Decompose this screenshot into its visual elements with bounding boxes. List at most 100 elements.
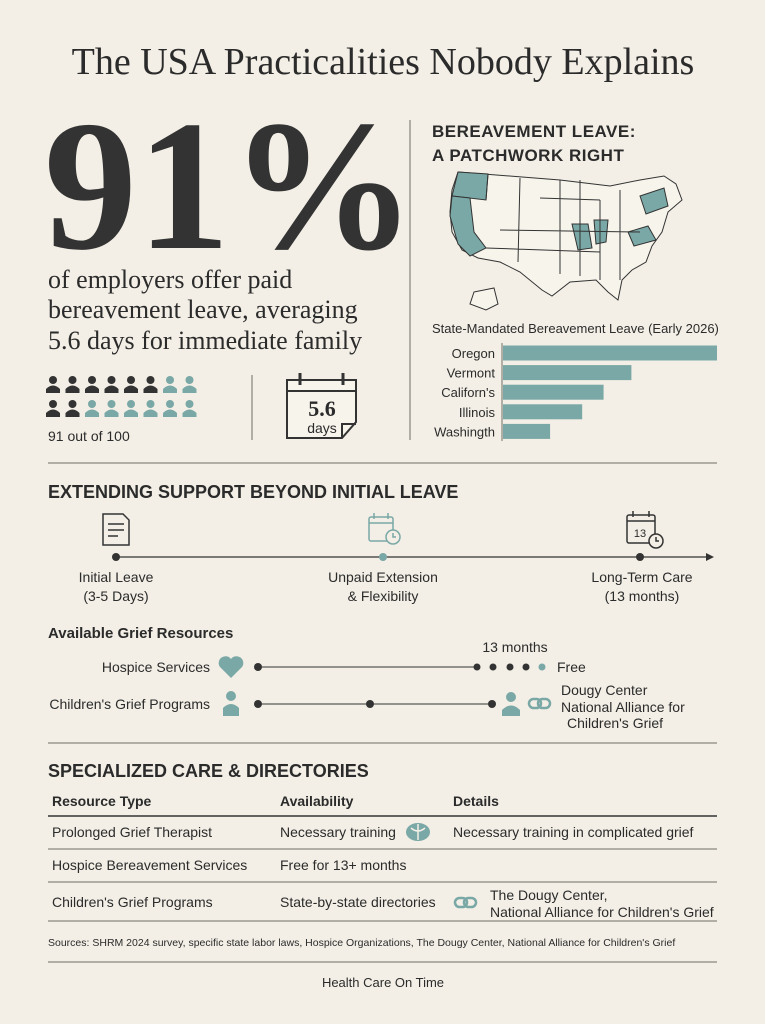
resource-dots bbox=[254, 663, 546, 671]
person-icon bbox=[163, 376, 177, 393]
person-head bbox=[88, 376, 96, 384]
section-title: SPECIALIZED CARE & DIRECTORIES bbox=[48, 761, 369, 781]
timeline-dot bbox=[636, 553, 644, 561]
stage-label: (3-5 Days) bbox=[83, 588, 148, 604]
timeline-dot bbox=[379, 553, 387, 561]
person-head bbox=[68, 400, 77, 408]
bar bbox=[503, 404, 583, 420]
person-body bbox=[182, 385, 197, 393]
bar-label: Illinois bbox=[459, 405, 496, 420]
stat-line: bereavement leave, averaging bbox=[48, 295, 358, 324]
table-cell: The Dougy Center, bbox=[490, 887, 608, 903]
chart-title: State-Mandated Bereavement Leave (Early … bbox=[432, 321, 719, 336]
person-icon bbox=[182, 400, 197, 417]
person-icon bbox=[163, 400, 177, 417]
resource-dots bbox=[254, 700, 496, 708]
section-title: EXTENDING SUPPORT BEYOND INITIAL LEAVE bbox=[48, 482, 458, 502]
person-head bbox=[88, 400, 96, 408]
bar bbox=[503, 365, 632, 381]
stage-label: Long-Term Care bbox=[591, 569, 692, 585]
document-icon bbox=[102, 513, 130, 546]
headline-stat: 91% bbox=[44, 83, 416, 289]
us-map bbox=[449, 171, 683, 311]
note-line: Dougy Center bbox=[561, 682, 648, 698]
stage-label: & Flexibility bbox=[348, 588, 419, 604]
timeline-arrow bbox=[706, 553, 714, 561]
stat-line: 5.6 days for immediate family bbox=[48, 326, 362, 355]
column-header: Availability bbox=[280, 793, 354, 809]
map-title: BEREAVEMENT LEAVE: bbox=[432, 122, 636, 141]
person-head bbox=[127, 400, 135, 408]
column-header: Resource Type bbox=[52, 793, 152, 809]
bar bbox=[503, 423, 551, 439]
resource-label: Children's Grief Programs bbox=[49, 696, 210, 712]
person-icon bbox=[124, 400, 138, 417]
timeline-dot bbox=[112, 553, 120, 561]
calendar-icon bbox=[286, 373, 357, 439]
table-body: Prolonged Grief Therapist Necessary trai… bbox=[52, 824, 714, 920]
person-head bbox=[185, 376, 194, 384]
person-head bbox=[146, 376, 155, 384]
note-line: Children's Grief bbox=[567, 715, 663, 731]
person-icon bbox=[65, 400, 80, 417]
table-cell: Necessary training in complicated grief bbox=[453, 824, 694, 840]
link-icon bbox=[453, 896, 478, 909]
stage-label: (13 months) bbox=[605, 588, 680, 604]
person-icon bbox=[124, 376, 138, 393]
heart-icon bbox=[218, 656, 244, 678]
link-icon bbox=[527, 697, 552, 710]
bar-label: Vermont bbox=[447, 366, 496, 381]
icon-caption: 91 out of 100 bbox=[48, 428, 130, 444]
person-body bbox=[143, 385, 158, 393]
person-head bbox=[49, 400, 57, 408]
table-cell: Free for 13+ months bbox=[280, 857, 406, 873]
calendar-day: 13 bbox=[634, 528, 646, 540]
person-body bbox=[182, 409, 197, 417]
person-head bbox=[49, 376, 57, 384]
resources-title: Available Grief Resources bbox=[48, 625, 233, 642]
person-body bbox=[143, 409, 158, 417]
person-head bbox=[107, 400, 116, 408]
person-body bbox=[104, 385, 119, 393]
person-head bbox=[107, 376, 116, 384]
column-header: Details bbox=[453, 793, 499, 809]
person-body bbox=[124, 385, 138, 393]
person-body bbox=[85, 385, 99, 393]
days-value: 5.6 bbox=[308, 396, 336, 421]
people-icons bbox=[46, 376, 197, 417]
person-body bbox=[104, 409, 119, 417]
bar-label: Oregon bbox=[452, 346, 495, 361]
person-icon bbox=[65, 376, 80, 393]
map-title: A PATCHWORK RIGHT bbox=[432, 146, 624, 165]
bar bbox=[503, 345, 717, 361]
bar-chart: Oregon Vermont Californ's Illinois Washingth bbox=[434, 345, 717, 439]
person-icon bbox=[46, 376, 60, 393]
person-head bbox=[166, 400, 174, 408]
person-body bbox=[163, 409, 177, 417]
person-body bbox=[124, 409, 138, 417]
table-cell: Prolonged Grief Therapist bbox=[52, 824, 212, 840]
stage-label: Initial Leave bbox=[79, 569, 154, 585]
duration-label: 13 months bbox=[482, 639, 547, 655]
child-icon bbox=[223, 691, 239, 716]
bar bbox=[503, 384, 604, 400]
person-body bbox=[46, 385, 60, 393]
resource-label: Hospice Services bbox=[102, 659, 210, 675]
stat-text: of employers offer paid bereavement leav… bbox=[48, 265, 362, 355]
table-cell: Hospice Bereavement Services bbox=[52, 857, 247, 873]
stat-line: of employers offer paid bbox=[48, 265, 292, 294]
resource-note: Free bbox=[557, 659, 586, 675]
person-icon bbox=[143, 376, 158, 393]
person-icon bbox=[104, 376, 119, 393]
person-icon bbox=[182, 376, 197, 393]
stage-label: Unpaid Extension bbox=[328, 569, 438, 585]
table-cell: National Alliance for Children's Grief bbox=[490, 904, 714, 920]
title: The USA Practicalities Nobody Explains bbox=[72, 41, 695, 83]
person-head bbox=[68, 376, 77, 384]
person-icon bbox=[143, 400, 158, 417]
resource-note: Dougy Center National Alliance for Child… bbox=[561, 682, 685, 731]
person-body bbox=[85, 409, 99, 417]
bar-label: Californ's bbox=[441, 385, 495, 400]
brain-icon bbox=[406, 823, 430, 841]
